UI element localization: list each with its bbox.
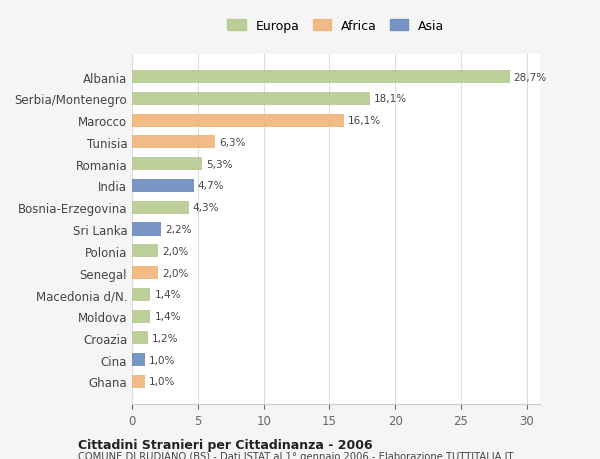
Bar xyxy=(132,288,151,301)
Text: COMUNE DI RUDIANO (BS) - Dati ISTAT al 1° gennaio 2006 - Elaborazione TUTTITALIA: COMUNE DI RUDIANO (BS) - Dati ISTAT al 1… xyxy=(78,451,514,459)
Text: 4,3%: 4,3% xyxy=(193,203,219,213)
Text: 6,3%: 6,3% xyxy=(219,138,245,148)
Text: 28,7%: 28,7% xyxy=(514,73,547,83)
Text: 18,1%: 18,1% xyxy=(374,94,407,104)
Legend: Europa, Africa, Asia: Europa, Africa, Asia xyxy=(224,16,448,36)
Bar xyxy=(132,353,145,366)
Text: 1,0%: 1,0% xyxy=(149,376,175,386)
Bar xyxy=(132,179,194,193)
Bar xyxy=(132,158,202,171)
Bar xyxy=(132,245,158,258)
Bar xyxy=(132,136,215,149)
Bar xyxy=(132,71,510,84)
Text: 1,4%: 1,4% xyxy=(154,311,181,321)
Bar xyxy=(132,201,188,214)
Text: 1,0%: 1,0% xyxy=(149,355,175,365)
Bar xyxy=(132,223,161,236)
Bar xyxy=(132,114,344,128)
Text: 1,2%: 1,2% xyxy=(152,333,178,343)
Text: 2,0%: 2,0% xyxy=(162,246,188,256)
Text: 2,0%: 2,0% xyxy=(162,268,188,278)
Bar xyxy=(132,310,151,323)
Bar xyxy=(132,375,145,388)
Text: Cittadini Stranieri per Cittadinanza - 2006: Cittadini Stranieri per Cittadinanza - 2… xyxy=(78,438,373,451)
Bar xyxy=(132,93,370,106)
Bar xyxy=(132,331,148,345)
Text: 4,7%: 4,7% xyxy=(198,181,224,191)
Text: 1,4%: 1,4% xyxy=(154,290,181,300)
Bar xyxy=(132,266,158,280)
Text: 16,1%: 16,1% xyxy=(348,116,381,126)
Text: 5,3%: 5,3% xyxy=(206,159,232,169)
Text: 2,2%: 2,2% xyxy=(165,224,191,235)
